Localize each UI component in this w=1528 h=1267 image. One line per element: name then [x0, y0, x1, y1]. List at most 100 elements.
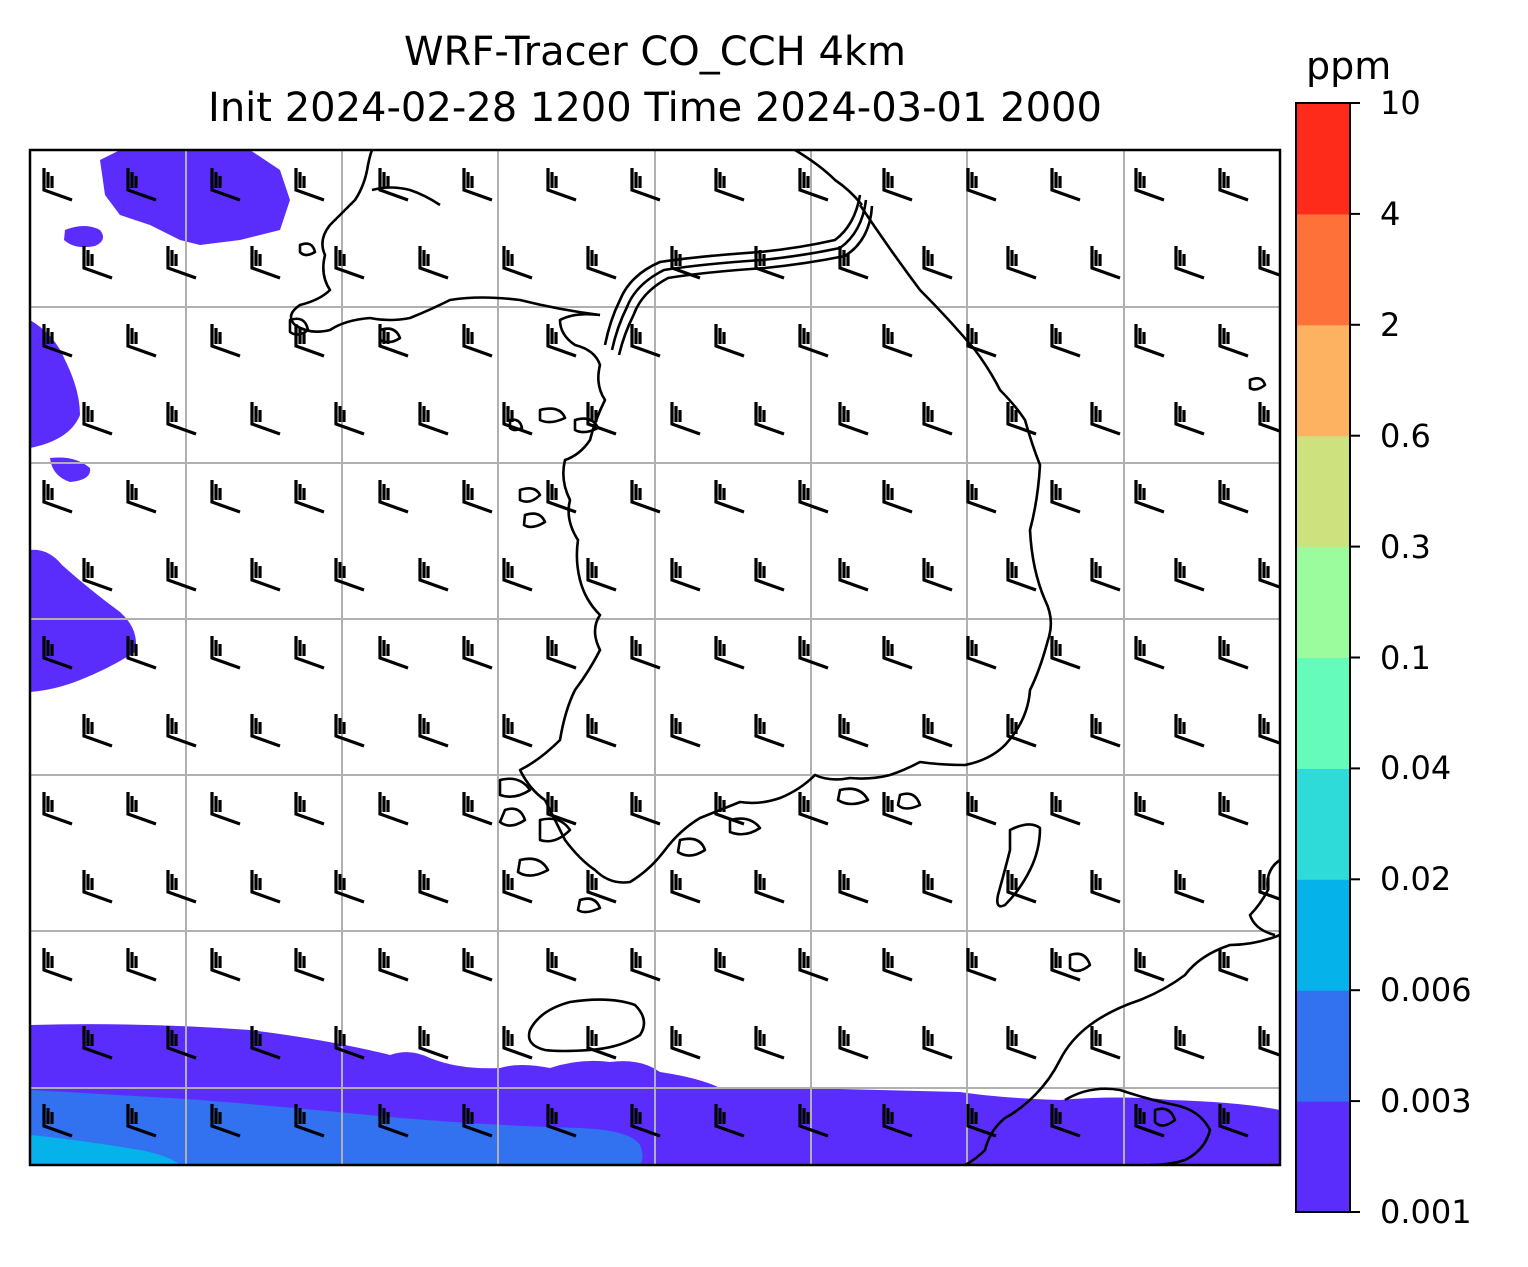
- wind-barb: [798, 1104, 829, 1138]
- wind-barb: [1090, 1026, 1121, 1060]
- wind-barb: [418, 870, 449, 904]
- wind-barb: [126, 168, 157, 202]
- wind-barb: [42, 480, 73, 514]
- wind-barb: [294, 948, 325, 982]
- wind-barb: [714, 480, 745, 514]
- wind-barb: [210, 168, 241, 202]
- wind-barb: [294, 168, 325, 202]
- wind-barb: [966, 480, 997, 514]
- colorbar-tick-label: 0.04: [1380, 749, 1452, 788]
- wind-barb: [1134, 480, 1165, 514]
- wind-barb: [714, 324, 745, 358]
- wind-barb: [1050, 480, 1081, 514]
- wind-barb: [250, 870, 281, 904]
- wind-barb: [1218, 324, 1249, 358]
- wind-barb: [166, 1026, 197, 1060]
- wind-barb: [126, 636, 157, 670]
- japan-west-edge: [1248, 858, 1280, 937]
- wind-barb: [42, 1104, 73, 1138]
- wind-barb: [462, 792, 493, 826]
- plume-west-1: [30, 320, 80, 448]
- wind-barb: [630, 636, 661, 670]
- border-north-2: [610, 199, 868, 351]
- wind-barb: [126, 1104, 157, 1138]
- colorbar-segment: [1296, 435, 1350, 548]
- wind-barb: [838, 1026, 869, 1060]
- wind-barb: [838, 714, 869, 748]
- wind-barb: [1258, 1026, 1280, 1057]
- wind-barb: [418, 714, 449, 748]
- wind-barb: [756, 1182, 784, 1214]
- wind-barb: [1050, 948, 1081, 982]
- wind-barb: [42, 636, 73, 670]
- wind-barb: [166, 870, 197, 904]
- wind-barb: [334, 1026, 365, 1060]
- wind-barb: [84, 1182, 112, 1214]
- wind-barb: [82, 714, 113, 748]
- colorbar-segment: [1296, 324, 1350, 437]
- wind-barb: [586, 558, 617, 592]
- wind-barb: [1218, 636, 1249, 670]
- wind-barb: [418, 246, 449, 280]
- wind-barb: [798, 792, 829, 826]
- wind-barb: [502, 402, 533, 436]
- wind-barb: [838, 870, 869, 904]
- wind-barb: [754, 246, 785, 280]
- islands-east: [1068, 377, 1267, 1127]
- wind-barb: [294, 1104, 325, 1138]
- coastlines: [288, 150, 1280, 1165]
- colorbar-segment: [1296, 768, 1350, 880]
- wind-barb: [840, 1182, 868, 1214]
- border-north-1: [603, 194, 862, 346]
- wind-barb: [82, 1026, 113, 1060]
- wind-barb: [1008, 1182, 1036, 1214]
- wind-barb: [1006, 558, 1037, 592]
- wind-barb: [586, 714, 617, 748]
- wind-barb: [166, 558, 197, 592]
- wind-barb: [1258, 714, 1280, 745]
- wind-barb: [334, 402, 365, 436]
- wind-barb: [210, 792, 241, 826]
- wind-barb: [630, 480, 661, 514]
- wind-barb: [1218, 168, 1249, 202]
- wind-barb: [1218, 480, 1249, 514]
- wind-barb: [630, 168, 661, 202]
- wind-barb: [1260, 1182, 1288, 1214]
- wind-barb: [1134, 636, 1165, 670]
- wind-barb: [294, 324, 325, 358]
- wind-barb: [798, 636, 829, 670]
- map-area: [30, 150, 1288, 1214]
- wind-barb: [670, 402, 701, 436]
- band-middle: [30, 1090, 643, 1165]
- wind-barb: [82, 870, 113, 904]
- wind-barb: [1050, 636, 1081, 670]
- wind-barb: [922, 714, 953, 748]
- wind-barb: [754, 402, 785, 436]
- wind-barb: [126, 480, 157, 514]
- wind-barb: [670, 870, 701, 904]
- wind-barb: [922, 246, 953, 280]
- wind-barb: [336, 1182, 364, 1214]
- wind-barb: [1050, 324, 1081, 358]
- wind-barb: [714, 636, 745, 670]
- wind-barb: [546, 792, 577, 826]
- wind-barb: [630, 948, 661, 982]
- wind-barb: [166, 714, 197, 748]
- wind-barb: [1006, 246, 1037, 280]
- wind-barb: [250, 558, 281, 592]
- wind-barb: [1176, 1182, 1204, 1214]
- wind-barb: [588, 1182, 616, 1214]
- wind-barb: [1006, 870, 1037, 904]
- wind-barb: [462, 636, 493, 670]
- wind-barb: [1134, 1104, 1165, 1138]
- wind-barb: [670, 246, 701, 280]
- wind-barb: [1218, 948, 1249, 982]
- wind-barb: [1258, 246, 1280, 277]
- wind-barb: [1090, 402, 1121, 436]
- gridlines: [30, 150, 1280, 1165]
- wind-barb: [250, 402, 281, 436]
- wind-barb: [838, 402, 869, 436]
- wind-barb: [82, 402, 113, 436]
- wind-barb: [754, 714, 785, 748]
- wind-barb: [502, 1026, 533, 1060]
